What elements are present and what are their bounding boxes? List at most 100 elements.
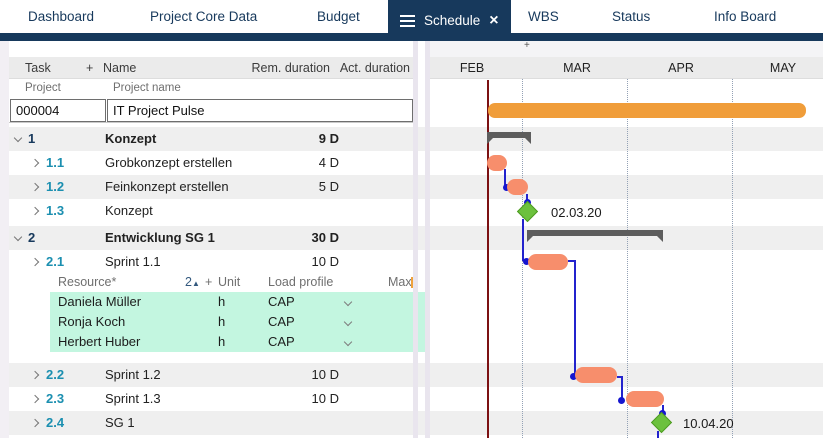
gantt-bar-project[interactable] <box>488 103 806 118</box>
sort-indicator[interactable]: 2▲ <box>185 275 200 289</box>
current-date-line <box>487 80 489 438</box>
column-header-name[interactable]: Name <box>103 61 137 75</box>
task-row-2-3[interactable]: 2.3 Sprint 1.3 10 D <box>9 387 413 411</box>
tab-dashboard[interactable]: Dashboard <box>28 9 95 24</box>
resource-unit: h <box>218 294 226 309</box>
task-row-2-1[interactable]: 2.1 Sprint 1.1 10 D <box>9 250 413 274</box>
task-wbs: 2.2 <box>46 367 65 382</box>
tab-project-core-data[interactable]: Project Core Data <box>150 9 258 24</box>
gantt-bar-task-2-2[interactable] <box>575 367 617 383</box>
chevron-down-icon[interactable] <box>343 297 353 307</box>
close-tab-icon[interactable]: × <box>489 11 499 29</box>
task-row-2-2[interactable]: 2.2 Sprint 1.2 10 D <box>9 363 413 387</box>
month-gridline <box>732 79 733 438</box>
menu-icon[interactable] <box>400 12 415 30</box>
task-row-2-4[interactable]: 2.4 SG 1 <box>9 411 413 435</box>
dependency-line <box>662 405 664 414</box>
resource-name: Herbert Huber <box>58 334 141 349</box>
resource-load-profile: CAP <box>268 294 295 309</box>
max-column-header[interactable]: Max. <box>388 275 416 289</box>
pane-splitter[interactable] <box>425 41 430 438</box>
task-wbs: 2 <box>28 230 36 245</box>
task-row-1-2[interactable]: 1.2 Feinkonzept erstellen 5 D <box>9 175 413 199</box>
load-profile-column-header[interactable]: Load profile <box>268 275 334 289</box>
dependency-line <box>574 260 576 375</box>
gantt-bar-task-2-3[interactable] <box>626 391 664 407</box>
task-wbs: 2.4 <box>46 415 65 430</box>
task-row-1[interactable]: 1 Konzept 9 D <box>9 127 413 151</box>
task-rem-duration: 5 D <box>318 179 339 194</box>
resource-row[interactable]: Ronja Koch h CAP <box>9 312 413 332</box>
tab-info-board[interactable]: Info Board <box>714 9 777 24</box>
collapse-icon[interactable] <box>13 133 23 143</box>
collapse-icon[interactable] <box>13 232 23 242</box>
unit-column-header[interactable]: Unit <box>218 275 241 289</box>
task-name: SG 1 <box>105 415 135 430</box>
dependency-node <box>570 373 577 380</box>
expand-icon[interactable] <box>30 182 40 192</box>
expand-icon[interactable] <box>30 418 40 428</box>
task-row-2[interactable]: 2 Entwicklung SG 1 30 D <box>9 226 413 250</box>
task-rem-duration: 10 D <box>311 367 339 382</box>
resource-name: Ronja Koch <box>58 314 126 329</box>
month-label-apr: APR <box>668 61 694 75</box>
resource-load-profile: CAP <box>268 334 295 349</box>
sort-asc-icon: ▲ <box>191 279 200 288</box>
dependency-line <box>526 194 528 203</box>
gantt-top-strip <box>430 41 823 57</box>
dependency-node <box>618 397 625 404</box>
tab-wbs[interactable]: WBS <box>528 9 559 24</box>
project-name-input[interactable] <box>107 99 413 122</box>
dependency-line <box>617 376 623 378</box>
milestone-diamond-1-3[interactable] <box>516 200 539 223</box>
expand-icon[interactable] <box>30 206 40 216</box>
expand-icon[interactable] <box>30 257 40 267</box>
pane-splitter[interactable] <box>413 41 418 438</box>
task-rem-duration: 10 D <box>311 391 339 406</box>
resource-unit: h <box>218 334 226 349</box>
column-header-rem-duration[interactable]: Rem. duration <box>251 61 330 75</box>
gantt-bar-task-1-1[interactable] <box>487 155 507 171</box>
project-name-label: Project name <box>113 82 181 94</box>
month-label-mar: MAR <box>563 61 591 75</box>
resource-row-bg <box>50 292 427 312</box>
resource-column-header[interactable]: Resource* <box>58 275 117 289</box>
tab-bar: Dashboard Project Core Data Budget Sched… <box>0 0 823 41</box>
milestone-date-label: 02.03.20 <box>551 205 602 220</box>
add-resource-column-button[interactable]: + <box>205 275 213 289</box>
tab-status[interactable]: Status <box>612 9 651 24</box>
chevron-down-icon[interactable] <box>343 317 353 327</box>
expand-icon[interactable] <box>30 370 40 380</box>
task-row-1-1[interactable]: 1.1 Grobkonzept erstellen 4 D <box>9 151 413 175</box>
resource-load-profile: CAP <box>268 314 295 329</box>
task-name: Sprint 1.1 <box>105 254 161 269</box>
resource-row-bg <box>50 332 427 352</box>
truncated-column-marker <box>411 277 414 288</box>
gantt-bar-task-1-2[interactable] <box>507 179 528 195</box>
table-header-band <box>9 57 413 79</box>
gantt-bar-task-2-1[interactable] <box>528 254 568 270</box>
dependency-line <box>522 219 524 260</box>
project-id-input[interactable] <box>10 99 106 122</box>
left-gutter <box>0 41 9 438</box>
resource-name: Daniela Müller <box>58 294 142 309</box>
task-row-1-3[interactable]: 1.3 Konzept <box>9 199 413 223</box>
task-name: Sprint 1.3 <box>105 391 161 406</box>
tab-budget[interactable]: Budget <box>317 9 360 24</box>
task-name: Feinkonzept erstellen <box>105 179 229 194</box>
resource-row-bg <box>50 312 427 332</box>
task-rem-duration: 10 D <box>311 254 339 269</box>
dependency-line <box>504 169 506 188</box>
column-header-act-duration[interactable]: Act. duration <box>339 61 410 75</box>
resource-row[interactable]: Herbert Huber h CAP <box>9 332 413 352</box>
chevron-down-icon[interactable] <box>343 337 353 347</box>
resource-row[interactable]: Daniela Müller h CAP <box>9 292 413 312</box>
task-rem-duration: 4 D <box>318 155 339 170</box>
month-label-may: MAY <box>769 61 797 75</box>
expand-icon[interactable] <box>30 158 40 168</box>
add-column-button[interactable]: + <box>86 61 94 75</box>
month-gridline <box>627 79 628 438</box>
expand-icon[interactable] <box>30 394 40 404</box>
dependency-line <box>621 376 623 400</box>
column-header-task[interactable]: Task <box>25 61 51 75</box>
